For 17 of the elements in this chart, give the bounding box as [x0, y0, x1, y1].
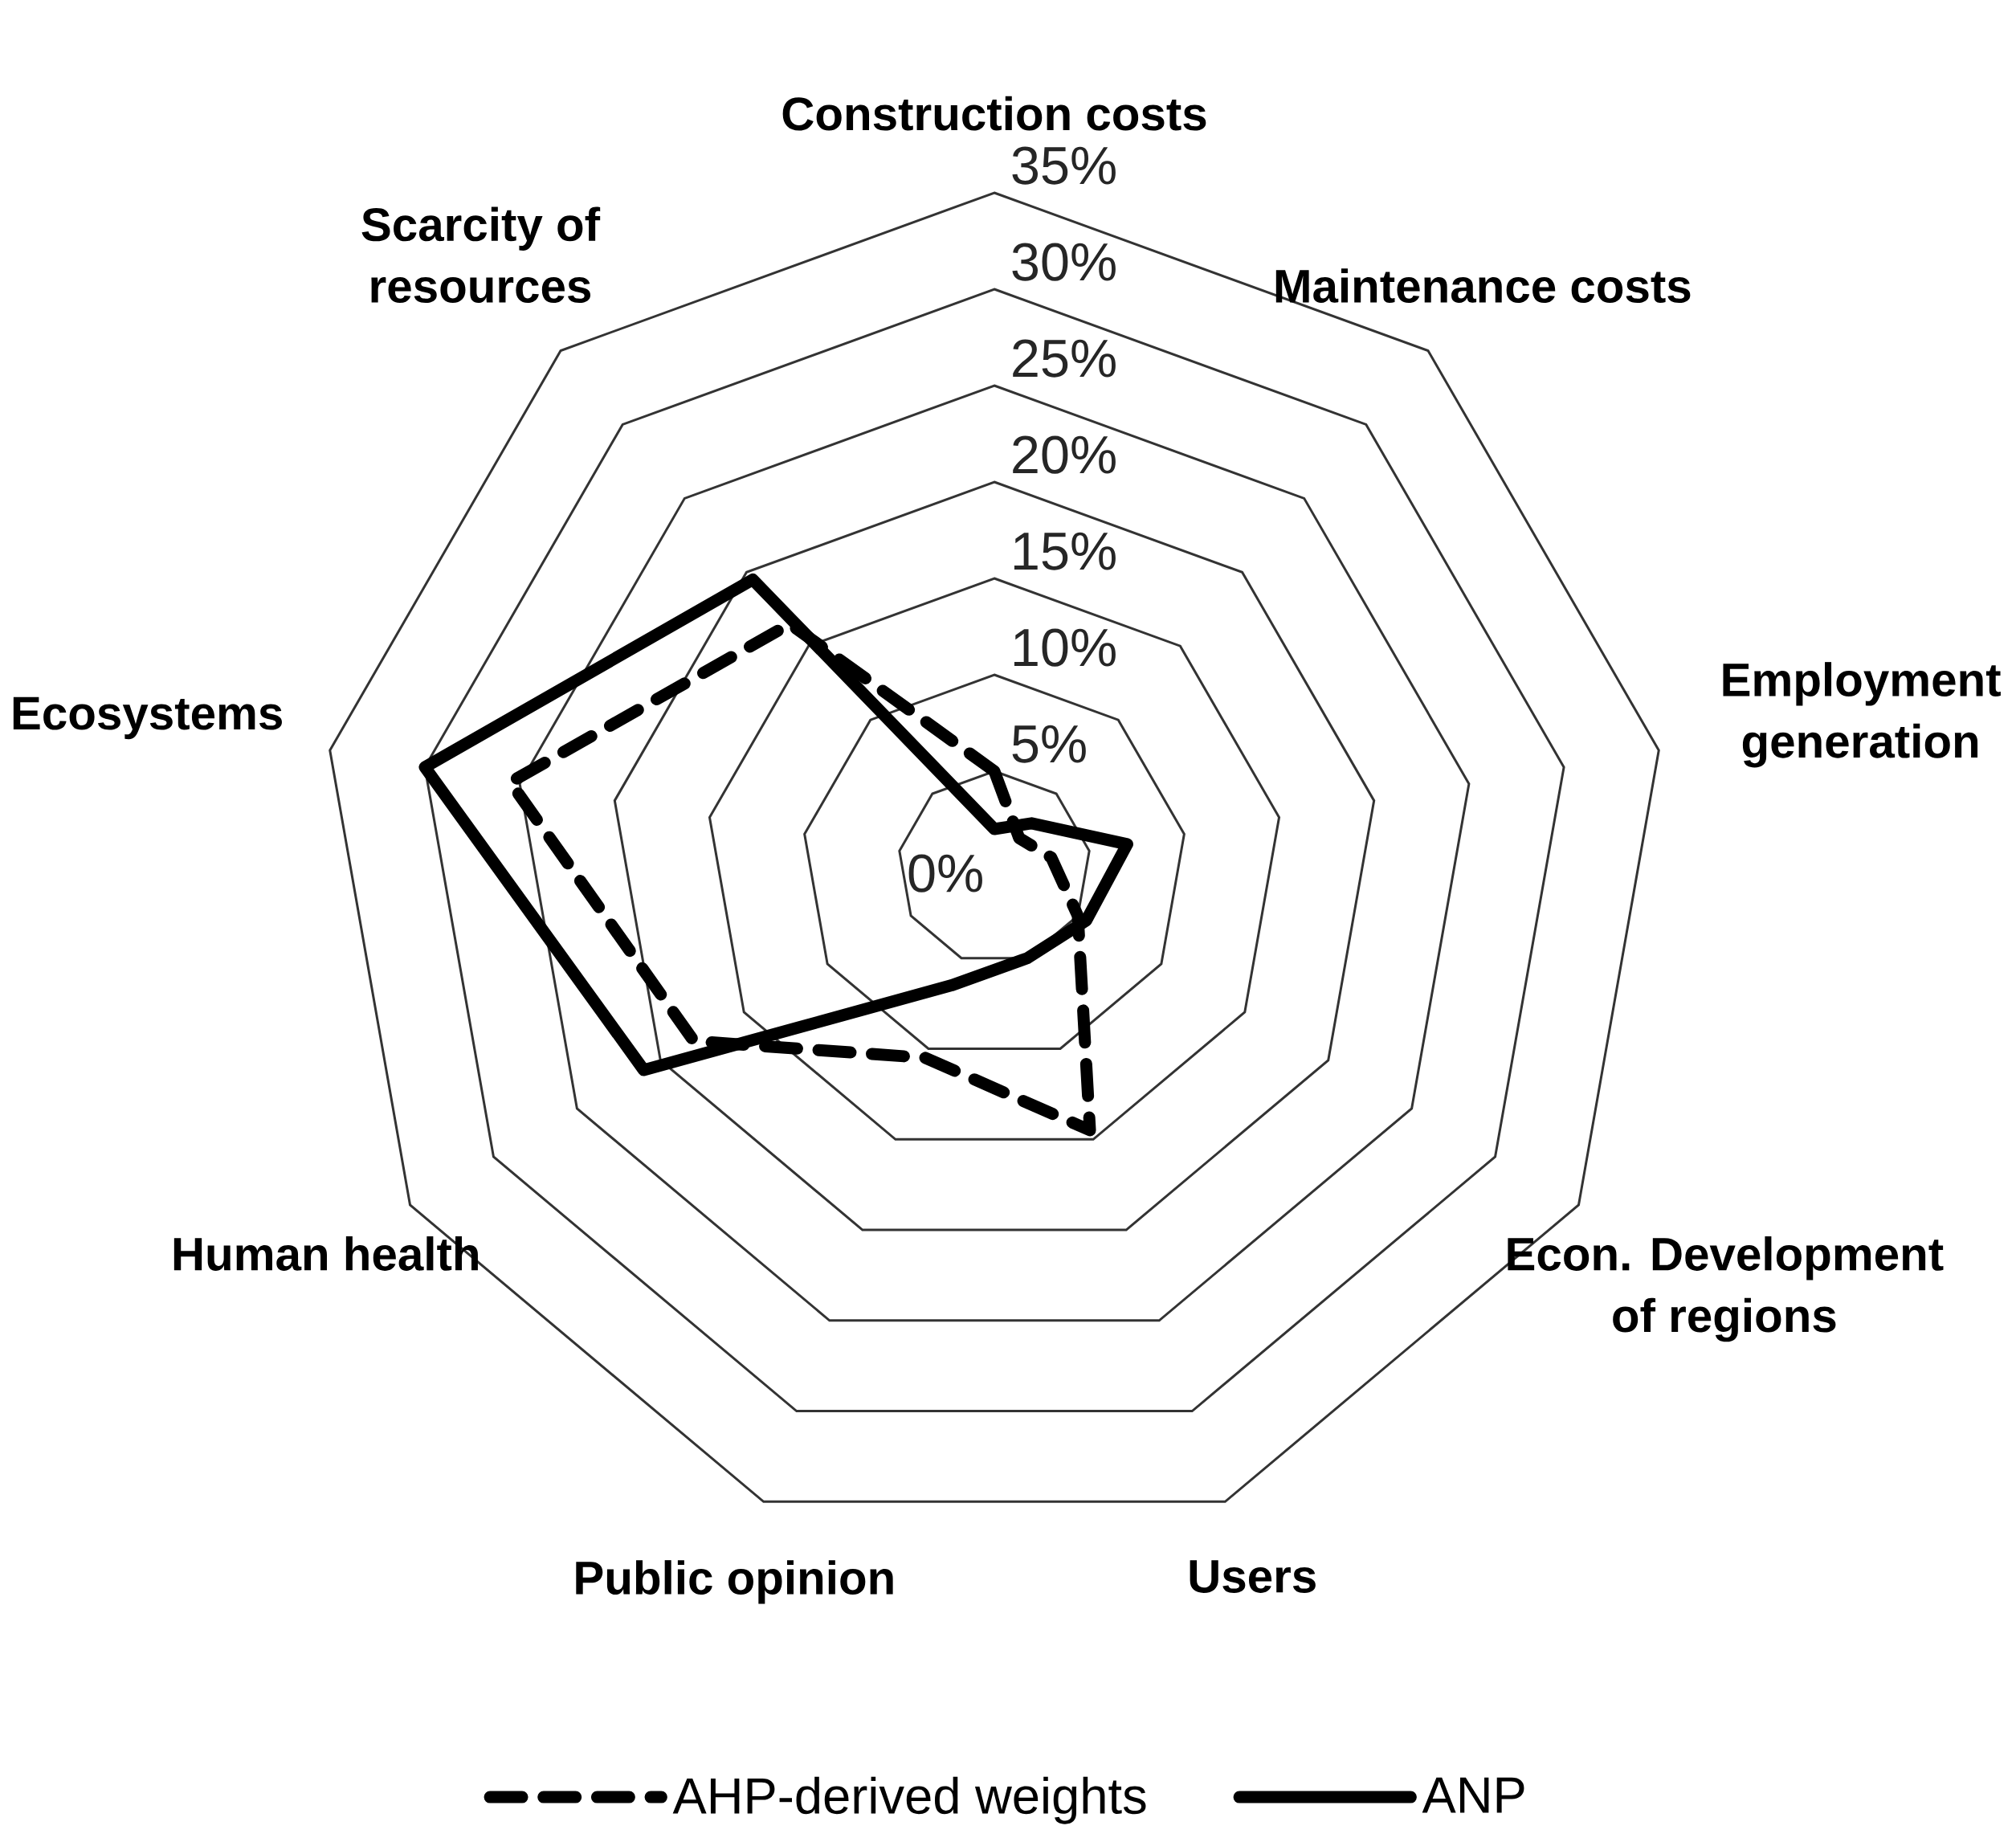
- legend-label: AHP-derived weights: [672, 1776, 1146, 1824]
- spoke-label: Employment generation: [1723, 662, 2001, 768]
- spoke-label: Construction costs: [782, 96, 1206, 131]
- y-tick-label: 0%: [908, 854, 982, 892]
- legend-label: ANP: [1422, 1777, 1524, 1813]
- y-tick-label: 10%: [1014, 628, 1116, 667]
- spoke-label: Maintenance costs: [1275, 268, 1691, 304]
- y-tick-label: 20%: [1013, 435, 1116, 474]
- spoke-label: Scarcity of resources: [361, 206, 601, 304]
- spoke-label: Users: [1190, 1560, 1316, 1593]
- y-tick-label: 15%: [1014, 532, 1116, 570]
- y-tick-label: 30%: [1012, 243, 1116, 281]
- y-tick-label: 25%: [1013, 339, 1116, 378]
- spoke-label: Ecosystems: [13, 696, 282, 740]
- y-tick-label: 35%: [1012, 146, 1116, 185]
- spoke-label: Public opinion: [576, 1560, 893, 1604]
- y-tick-label: 5%: [1012, 725, 1086, 763]
